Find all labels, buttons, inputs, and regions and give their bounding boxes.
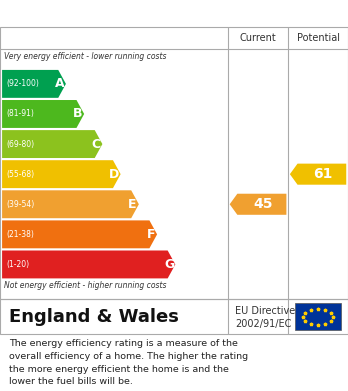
Polygon shape bbox=[2, 70, 66, 98]
Text: (21-38): (21-38) bbox=[6, 230, 34, 239]
Text: G: G bbox=[164, 258, 174, 271]
Bar bbox=[295, 303, 341, 330]
Text: Not energy efficient - higher running costs: Not energy efficient - higher running co… bbox=[4, 281, 167, 290]
Polygon shape bbox=[2, 160, 121, 188]
Text: E: E bbox=[128, 198, 137, 211]
Text: EU Directive: EU Directive bbox=[235, 307, 295, 316]
Text: Very energy efficient - lower running costs: Very energy efficient - lower running co… bbox=[4, 52, 167, 61]
Text: C: C bbox=[92, 138, 101, 151]
Text: 2002/91/EC: 2002/91/EC bbox=[235, 319, 291, 330]
Polygon shape bbox=[2, 221, 157, 248]
Polygon shape bbox=[2, 130, 102, 158]
Polygon shape bbox=[2, 100, 84, 128]
Polygon shape bbox=[230, 194, 286, 215]
Text: Energy Efficiency Rating: Energy Efficiency Rating bbox=[9, 6, 219, 21]
Text: F: F bbox=[147, 228, 155, 241]
Text: (1-20): (1-20) bbox=[6, 260, 29, 269]
Text: (81-91): (81-91) bbox=[6, 109, 34, 118]
Text: (55-68): (55-68) bbox=[6, 170, 34, 179]
Text: (69-80): (69-80) bbox=[6, 140, 34, 149]
Text: The energy efficiency rating is a measure of the
overall efficiency of a home. T: The energy efficiency rating is a measur… bbox=[9, 339, 248, 386]
Text: D: D bbox=[109, 168, 119, 181]
Text: B: B bbox=[73, 108, 82, 120]
Text: A: A bbox=[55, 77, 64, 90]
Polygon shape bbox=[290, 163, 346, 185]
Polygon shape bbox=[2, 251, 175, 278]
Text: England & Wales: England & Wales bbox=[9, 308, 179, 326]
Text: Current: Current bbox=[240, 33, 276, 43]
Text: (92-100): (92-100) bbox=[6, 79, 39, 88]
Text: (39-54): (39-54) bbox=[6, 200, 34, 209]
Polygon shape bbox=[2, 190, 139, 218]
Text: Potential: Potential bbox=[296, 33, 340, 43]
Text: 61: 61 bbox=[314, 167, 333, 181]
Text: 45: 45 bbox=[253, 197, 273, 211]
